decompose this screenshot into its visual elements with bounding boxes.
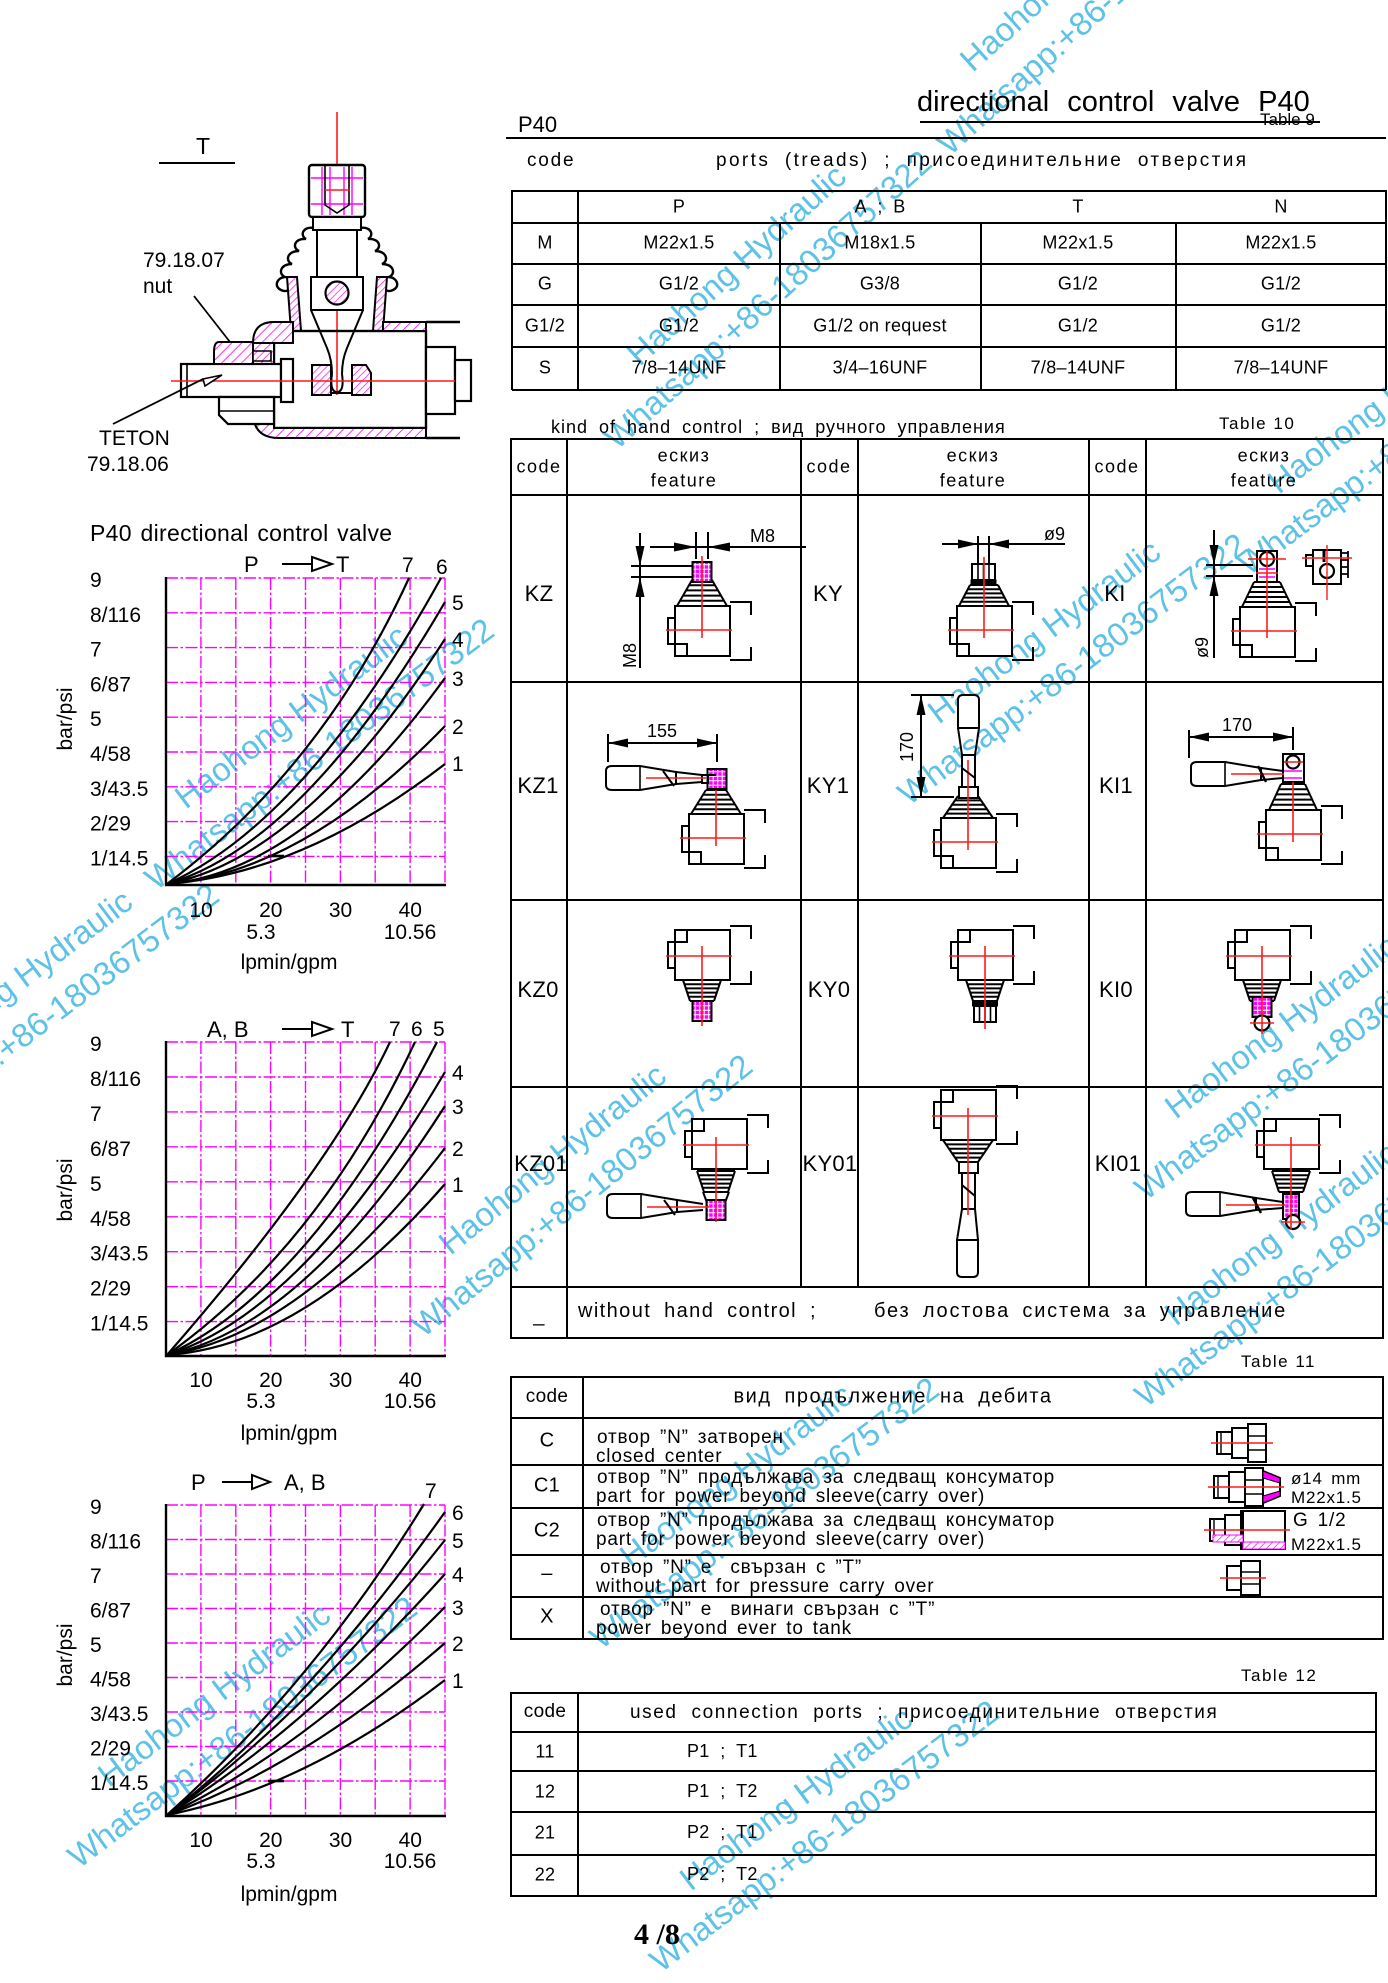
svg-text:5.3: 5.3 bbox=[246, 1850, 275, 1873]
svg-text:30: 30 bbox=[329, 1369, 352, 1392]
svg-text:5.3: 5.3 bbox=[246, 921, 275, 944]
svg-text:79.18.06: 79.18.06 bbox=[87, 453, 169, 476]
svg-text:6: 6 bbox=[452, 1502, 464, 1525]
svg-text:10: 10 bbox=[189, 1369, 212, 1392]
svg-text:2/29: 2/29 bbox=[90, 813, 131, 836]
svg-text:9: 9 bbox=[90, 1033, 102, 1056]
svg-text:ø9: ø9 bbox=[1192, 637, 1212, 658]
svg-text:M8: M8 bbox=[620, 643, 640, 668]
svg-text:bar/psi: bar/psi bbox=[54, 1623, 77, 1686]
svg-text:5: 5 bbox=[452, 592, 464, 615]
svg-text:2: 2 bbox=[452, 716, 464, 739]
svg-text:7: 7 bbox=[90, 639, 102, 662]
svg-text:8/116: 8/116 bbox=[90, 1068, 141, 1091]
svg-text:A, B: A, B bbox=[284, 1470, 326, 1495]
svg-text:6: 6 bbox=[411, 1018, 423, 1041]
svg-text:6: 6 bbox=[436, 556, 448, 579]
svg-text:5: 5 bbox=[90, 1634, 102, 1657]
svg-text:P: P bbox=[244, 552, 259, 577]
svg-text:3: 3 bbox=[452, 668, 464, 691]
svg-text:5: 5 bbox=[90, 708, 102, 731]
svg-text:7: 7 bbox=[402, 554, 414, 577]
svg-text:4: 4 bbox=[452, 1564, 464, 1587]
svg-text:10.56: 10.56 bbox=[384, 1850, 437, 1873]
svg-text:lpmin/gpm: lpmin/gpm bbox=[241, 951, 338, 974]
svg-text:5: 5 bbox=[90, 1173, 102, 1196]
svg-text:3/43.5: 3/43.5 bbox=[90, 1703, 148, 1726]
svg-text:40: 40 bbox=[399, 899, 422, 922]
svg-text:4: 4 bbox=[452, 629, 464, 652]
svg-text:20: 20 bbox=[259, 899, 282, 922]
svg-text:5: 5 bbox=[433, 1018, 445, 1041]
svg-text:lpmin/gpm: lpmin/gpm bbox=[241, 1883, 338, 1906]
svg-text:3: 3 bbox=[452, 1597, 464, 1620]
svg-text:1/14.5: 1/14.5 bbox=[90, 1313, 148, 1336]
svg-text:7: 7 bbox=[90, 1565, 102, 1588]
svg-text:T: T bbox=[336, 552, 349, 577]
svg-text:T: T bbox=[341, 1017, 354, 1042]
svg-text:bar/psi: bar/psi bbox=[54, 687, 77, 750]
svg-text:P40 directional control val: P40 directional control valve bbox=[90, 520, 392, 546]
svg-text:5: 5 bbox=[452, 1530, 464, 1553]
svg-text:10.56: 10.56 bbox=[384, 921, 437, 944]
svg-text:5.3: 5.3 bbox=[246, 1390, 275, 1413]
svg-text:4/58: 4/58 bbox=[90, 1208, 131, 1231]
svg-text:ø9: ø9 bbox=[1044, 524, 1065, 544]
svg-text:170: 170 bbox=[1222, 715, 1252, 735]
svg-text:1: 1 bbox=[452, 1174, 464, 1197]
svg-text:170: 170 bbox=[897, 732, 917, 762]
svg-text:2/29: 2/29 bbox=[90, 1278, 131, 1301]
svg-text:4/58: 4/58 bbox=[90, 743, 131, 766]
svg-text:30: 30 bbox=[329, 899, 352, 922]
svg-text:10.56: 10.56 bbox=[384, 1390, 437, 1413]
svg-text:9: 9 bbox=[90, 569, 102, 592]
svg-text:30: 30 bbox=[329, 1829, 352, 1852]
svg-text:A, B: A, B bbox=[207, 1017, 249, 1042]
svg-text:4: 4 bbox=[452, 1062, 464, 1085]
svg-text:9: 9 bbox=[90, 1496, 102, 1519]
svg-text:M8: M8 bbox=[750, 526, 775, 546]
svg-text:40: 40 bbox=[399, 1369, 422, 1392]
svg-text:40: 40 bbox=[399, 1829, 422, 1852]
svg-text:3/43.5: 3/43.5 bbox=[90, 1243, 148, 1266]
svg-text:7: 7 bbox=[389, 1018, 401, 1041]
svg-text:8/116: 8/116 bbox=[90, 1531, 141, 1554]
svg-text:P: P bbox=[191, 1470, 206, 1495]
svg-text:T: T bbox=[196, 133, 210, 159]
svg-text:6/87: 6/87 bbox=[90, 1600, 131, 1623]
svg-text:10: 10 bbox=[189, 1829, 212, 1852]
svg-text:1: 1 bbox=[452, 1670, 464, 1693]
svg-text:1/14.5: 1/14.5 bbox=[90, 1772, 148, 1795]
svg-text:7: 7 bbox=[90, 1103, 102, 1126]
svg-text:20: 20 bbox=[259, 1829, 282, 1852]
svg-text:bar/psi: bar/psi bbox=[54, 1158, 77, 1221]
svg-text:2/29: 2/29 bbox=[90, 1738, 131, 1761]
svg-text:lpmin/gpm: lpmin/gpm bbox=[241, 1422, 338, 1445]
svg-text:4/58: 4/58 bbox=[90, 1669, 131, 1692]
svg-text:2: 2 bbox=[452, 1633, 464, 1656]
svg-text:10: 10 bbox=[189, 899, 212, 922]
svg-text:1: 1 bbox=[452, 753, 464, 776]
svg-text:7: 7 bbox=[425, 1480, 437, 1503]
svg-text:20: 20 bbox=[259, 1369, 282, 1392]
svg-text:3: 3 bbox=[452, 1096, 464, 1119]
svg-text:8/116: 8/116 bbox=[90, 604, 141, 627]
svg-text:155: 155 bbox=[647, 721, 677, 741]
svg-text:1/14.5: 1/14.5 bbox=[90, 847, 148, 870]
svg-text:nut: nut bbox=[143, 275, 172, 298]
svg-text:79.18.07: 79.18.07 bbox=[143, 249, 225, 272]
svg-text:6/87: 6/87 bbox=[90, 1138, 131, 1161]
svg-text:2: 2 bbox=[452, 1138, 464, 1161]
svg-text:TETON: TETON bbox=[99, 427, 170, 450]
svg-text:6/87: 6/87 bbox=[90, 673, 131, 696]
svg-text:3/43.5: 3/43.5 bbox=[90, 778, 148, 801]
